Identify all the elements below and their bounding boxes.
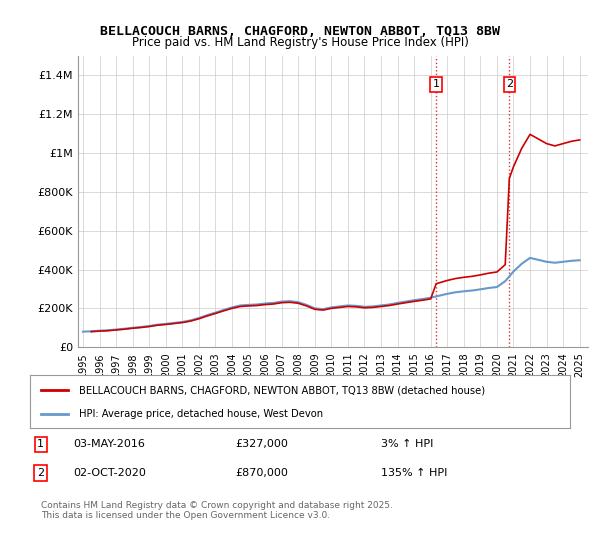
Text: Contains HM Land Registry data © Crown copyright and database right 2025.
This d: Contains HM Land Registry data © Crown c…: [41, 501, 392, 520]
Text: 135% ↑ HPI: 135% ↑ HPI: [381, 468, 448, 478]
Text: 1: 1: [433, 80, 440, 89]
Text: £870,000: £870,000: [235, 468, 288, 478]
Text: 2: 2: [37, 468, 44, 478]
Text: HPI: Average price, detached house, West Devon: HPI: Average price, detached house, West…: [79, 408, 323, 418]
Text: 03-MAY-2016: 03-MAY-2016: [73, 440, 145, 450]
Text: 1: 1: [37, 440, 44, 450]
Text: £327,000: £327,000: [235, 440, 288, 450]
Text: 2: 2: [506, 80, 513, 89]
Text: 3% ↑ HPI: 3% ↑ HPI: [381, 440, 433, 450]
Text: BELLACOUCH BARNS, CHAGFORD, NEWTON ABBOT, TQ13 8BW: BELLACOUCH BARNS, CHAGFORD, NEWTON ABBOT…: [100, 25, 500, 38]
Text: 02-OCT-2020: 02-OCT-2020: [73, 468, 146, 478]
Text: Price paid vs. HM Land Registry's House Price Index (HPI): Price paid vs. HM Land Registry's House …: [131, 36, 469, 49]
Text: BELLACOUCH BARNS, CHAGFORD, NEWTON ABBOT, TQ13 8BW (detached house): BELLACOUCH BARNS, CHAGFORD, NEWTON ABBOT…: [79, 385, 485, 395]
